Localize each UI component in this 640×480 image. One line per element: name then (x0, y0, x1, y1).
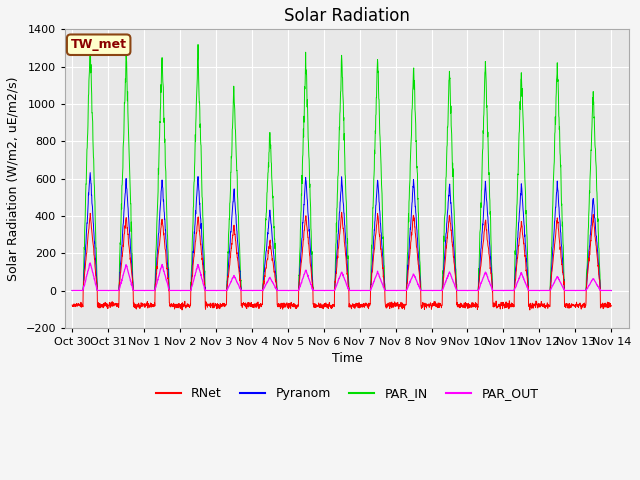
PAR_OUT (358, 288, 365, 293)
PAR_OUT (219, 288, 227, 293)
PAR_OUT (369, 280, 377, 286)
PAR_OUT (607, 288, 615, 293)
Pyranom (607, 288, 615, 293)
PAR_OUT (560, 287, 568, 292)
Line: RNet: RNet (72, 212, 611, 310)
Pyranom (560, 276, 568, 282)
PAR_IN (358, 288, 365, 293)
PAR_IN (560, 268, 568, 274)
PAR_IN (219, 288, 227, 293)
X-axis label: Time: Time (332, 352, 362, 365)
PAR_IN (575, 288, 582, 293)
RNet (219, 302, 227, 308)
PAR_IN (369, 205, 377, 211)
RNet (560, 278, 568, 284)
RNet (526, 307, 534, 313)
Pyranom (68, 288, 76, 293)
PAR_OUT (575, 288, 582, 293)
Pyranom (219, 288, 227, 293)
Pyranom (86, 170, 94, 176)
Pyranom (575, 288, 582, 293)
Pyranom (358, 288, 365, 293)
Legend: RNet, Pyranom, PAR_IN, PAR_OUT: RNet, Pyranom, PAR_IN, PAR_OUT (151, 382, 543, 405)
RNet (358, 304, 365, 310)
RNet (68, 302, 76, 308)
Pyranom (369, 250, 377, 256)
PAR_OUT (499, 288, 506, 293)
Text: TW_met: TW_met (70, 38, 127, 51)
RNet (575, 301, 583, 307)
Y-axis label: Solar Radiation (W/m2, uE/m2/s): Solar Radiation (W/m2, uE/m2/s) (7, 76, 20, 281)
RNet (369, 260, 377, 265)
Line: PAR_OUT: PAR_OUT (72, 263, 611, 290)
Title: Solar Radiation: Solar Radiation (284, 7, 410, 25)
RNet (338, 209, 346, 215)
RNet (499, 300, 506, 306)
RNet (607, 302, 615, 308)
PAR_IN (68, 288, 76, 293)
Line: PAR_IN: PAR_IN (72, 43, 611, 290)
PAR_OUT (68, 288, 76, 293)
Pyranom (499, 288, 506, 293)
PAR_IN (607, 288, 615, 293)
PAR_IN (86, 40, 94, 46)
PAR_IN (499, 288, 506, 293)
PAR_OUT (86, 260, 94, 266)
Line: Pyranom: Pyranom (72, 173, 611, 290)
